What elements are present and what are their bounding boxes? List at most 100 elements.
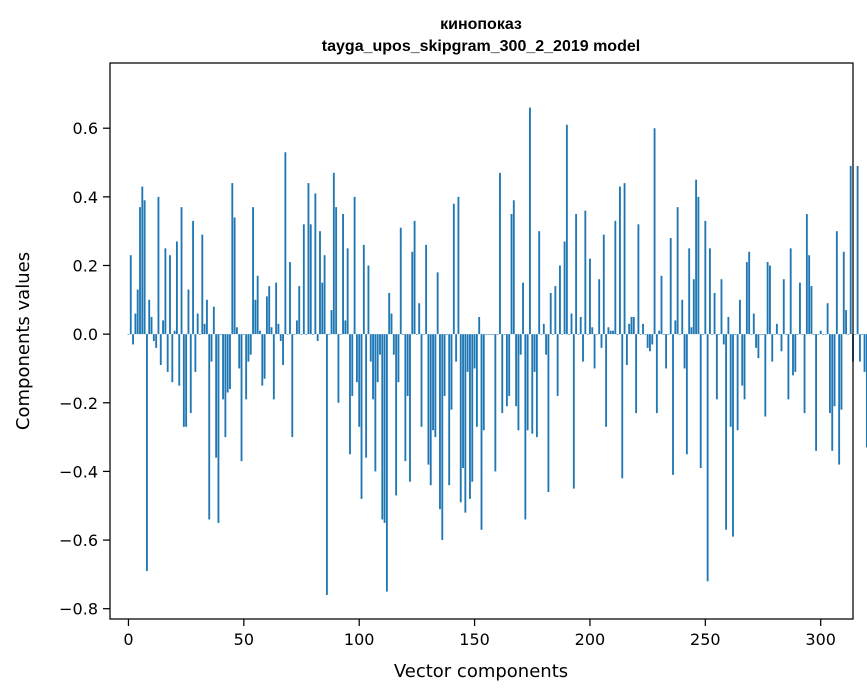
bar: [150, 316, 153, 335]
bar: [226, 334, 229, 393]
y-tick-label: 0.0: [73, 325, 98, 344]
bar: [683, 334, 686, 369]
bar: [342, 214, 344, 335]
bar: [406, 334, 409, 396]
bar: [734, 334, 737, 335]
bar: [286, 334, 289, 335]
bar: [771, 334, 774, 362]
x-tick-label: 50: [234, 630, 254, 649]
bar: [854, 334, 857, 335]
bar: [325, 334, 328, 595]
chart-subtitle: tayga_upos_skipgram_300_2_2019 model: [322, 38, 640, 55]
bar: [314, 193, 317, 335]
bar: [775, 323, 778, 335]
bar: [529, 107, 531, 335]
bar: [464, 334, 467, 513]
bar: [330, 310, 333, 335]
bar: [275, 282, 278, 335]
bar: [439, 334, 441, 510]
bar: [441, 334, 444, 541]
bar: [699, 334, 702, 468]
bar: [542, 323, 545, 335]
bar: [282, 334, 284, 366]
bar: [265, 296, 268, 335]
bar: [672, 334, 674, 475]
bar: [764, 334, 767, 417]
bar: [312, 334, 314, 335]
bar: [376, 334, 379, 383]
bar: [496, 334, 499, 335]
bar: [201, 234, 204, 335]
y-tick-label: 0.4: [73, 188, 98, 207]
bar: [623, 183, 626, 335]
bar: [840, 334, 843, 410]
bar: [579, 316, 582, 335]
bar: [607, 327, 610, 335]
bar: [141, 186, 144, 335]
bar: [261, 334, 264, 386]
bar: [817, 334, 820, 335]
bar: [166, 334, 169, 372]
bar: [794, 334, 797, 372]
bar: [210, 334, 213, 362]
bar: [561, 334, 564, 335]
bar: [632, 316, 635, 335]
bar: [219, 334, 222, 335]
bar: [808, 255, 811, 335]
bar: [805, 214, 808, 335]
bar: [372, 334, 374, 400]
x-tick-label: 100: [344, 630, 375, 649]
bar: [309, 224, 312, 335]
bar: [835, 231, 838, 335]
bar: [199, 334, 201, 335]
bar: [432, 334, 434, 431]
bar: [162, 320, 164, 335]
bar: [381, 334, 384, 520]
bar: [492, 334, 494, 335]
bar: [459, 334, 462, 503]
bar: [609, 330, 612, 335]
bar: [247, 334, 250, 362]
bar: [519, 334, 522, 355]
y-tick-label: −0.8: [59, 600, 98, 619]
bar: [450, 334, 453, 410]
bar: [649, 334, 651, 352]
bar: [205, 299, 208, 335]
bar: [328, 334, 331, 335]
bar: [692, 279, 695, 335]
bar: [409, 334, 411, 482]
bar: [865, 334, 867, 448]
bar: [833, 334, 836, 407]
x-tick-label: 200: [575, 630, 606, 649]
bar: [526, 334, 529, 431]
bar: [466, 334, 469, 372]
bar: [157, 196, 160, 335]
bar: [196, 313, 199, 335]
bar: [231, 183, 234, 335]
bar: [215, 334, 218, 458]
bar: [494, 334, 497, 472]
bar: [132, 334, 134, 345]
bar: [240, 334, 243, 462]
bar: [565, 124, 568, 335]
bar: [134, 313, 137, 335]
bar: [637, 224, 640, 335]
bar: [249, 334, 252, 355]
bar: [259, 330, 261, 335]
bar: [762, 334, 764, 335]
bar: [298, 286, 301, 335]
bar: [586, 334, 589, 335]
x-tick-label: 300: [805, 630, 836, 649]
bar: [685, 334, 688, 455]
bar: [545, 334, 548, 355]
bar: [192, 220, 194, 335]
bar: [736, 334, 739, 431]
bar: [644, 334, 647, 335]
bar: [538, 231, 541, 335]
bar: [217, 334, 220, 523]
bar: [238, 334, 241, 369]
bar: [559, 265, 561, 335]
bar: [402, 334, 404, 335]
bar: [706, 334, 709, 582]
